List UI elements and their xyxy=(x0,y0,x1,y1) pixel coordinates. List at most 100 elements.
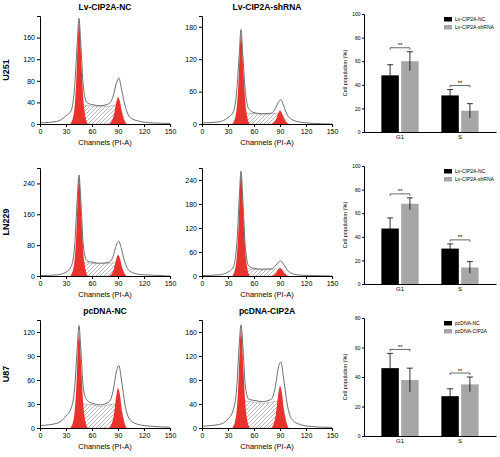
x-axis-title: Channels (PI-A) xyxy=(240,442,294,451)
tick-label: 40 xyxy=(355,82,361,88)
tick-mark xyxy=(37,38,40,39)
tick: 120 xyxy=(301,428,313,439)
axis-line xyxy=(37,17,41,125)
tick-mark xyxy=(362,61,364,62)
tick-label: 40 xyxy=(355,234,361,240)
tick: 30 xyxy=(27,401,40,408)
axis-line xyxy=(199,17,203,125)
significance-label: ** xyxy=(458,368,463,374)
plot-marks xyxy=(40,175,170,276)
x-axis: G1 S xyxy=(365,132,497,140)
tick-label: 60 xyxy=(251,128,259,135)
tick: 120 xyxy=(185,225,202,232)
error-bar xyxy=(447,389,453,404)
tick: 0 xyxy=(201,124,205,135)
tick: 30 xyxy=(63,124,71,135)
tick: G1 xyxy=(396,132,405,140)
tick: 90 xyxy=(277,428,285,439)
tick-label: 0 xyxy=(31,425,35,432)
x-axis-title: Channels (PI-A) xyxy=(78,442,132,451)
axis-line xyxy=(41,429,171,432)
tick-label: 150 xyxy=(327,280,339,287)
tick-label: 30 xyxy=(225,432,233,439)
tick-label: 120 xyxy=(139,128,151,135)
legend-swatch xyxy=(444,177,452,182)
tick-mark xyxy=(37,124,40,125)
tick: S xyxy=(458,132,462,140)
significance-label: ** xyxy=(458,80,463,86)
tick-mark xyxy=(118,124,119,127)
tick: 60 xyxy=(27,377,40,384)
tick-mark xyxy=(144,124,145,127)
x-axis: 0306090120150 xyxy=(201,276,339,287)
legend-label: Lv-CIP2A-shRNA xyxy=(455,24,495,30)
legend-entry: Lv-CIP2A-NC xyxy=(444,168,486,174)
tick-label: 60 xyxy=(355,210,361,216)
tick-mark xyxy=(362,237,364,238)
error-bar xyxy=(407,198,413,210)
tick-label: 60 xyxy=(89,432,97,439)
tick-mark xyxy=(306,276,307,279)
tick-mark xyxy=(254,124,255,127)
x-axis-title: Channels (PI-A) xyxy=(240,290,294,299)
tick-label: 60 xyxy=(189,249,197,256)
error-bar xyxy=(387,65,393,86)
tick-mark xyxy=(144,276,145,279)
tick-label: 0 xyxy=(31,273,35,280)
tick-mark xyxy=(37,332,40,333)
tick-mark xyxy=(199,276,202,277)
tick: 90 xyxy=(115,124,123,135)
tick: 150 xyxy=(327,428,339,439)
tick-label: 40 xyxy=(189,401,197,408)
tick: 0 xyxy=(201,428,205,439)
tick-mark xyxy=(66,124,67,127)
tick-label: 80 xyxy=(27,242,35,249)
tick: 60 xyxy=(355,345,364,351)
tick-mark xyxy=(199,332,202,333)
tick-mark xyxy=(66,276,67,279)
histogram-panel: 0306090120150060120180240Channels (PI-A) xyxy=(185,169,338,300)
tick: 100 xyxy=(352,163,364,169)
tick-label: 60 xyxy=(355,345,361,351)
tick-label: 120 xyxy=(139,280,151,287)
tick-label: 30 xyxy=(225,128,233,135)
tick-label: 90 xyxy=(115,280,123,287)
tick: 0 xyxy=(39,276,43,287)
legend: Lv-CIP2A-NCLv-CIP2A-shRNA xyxy=(444,168,495,182)
x-axis: G1S xyxy=(365,284,497,292)
tick-mark xyxy=(199,428,202,429)
plot-marks xyxy=(381,198,478,284)
tick-mark xyxy=(92,276,93,279)
peak-area xyxy=(232,329,249,428)
bar-panel: ****G1S020406080100Cell population (%)Lv… xyxy=(342,11,497,140)
tick: 30 xyxy=(63,428,71,439)
histogram-outline xyxy=(40,175,170,276)
plot-marks xyxy=(202,30,332,125)
axis-line xyxy=(41,125,171,128)
axis-line xyxy=(203,277,333,280)
error-bar xyxy=(467,262,473,274)
tick-mark xyxy=(362,284,364,285)
axis-line xyxy=(41,277,171,280)
tick: 40 xyxy=(189,401,202,408)
tick-mark xyxy=(362,348,364,349)
peak-area xyxy=(232,35,249,124)
bar xyxy=(461,384,478,436)
tick-label: 90 xyxy=(277,128,285,135)
legend-swatch xyxy=(444,321,452,326)
histogram-panel: Lv-CIP2A-shRNA0306090120150060120180Chan… xyxy=(185,2,338,147)
tick-mark xyxy=(92,428,93,431)
tick-mark xyxy=(199,356,202,357)
tick-label: 120 xyxy=(139,432,151,439)
tick-mark xyxy=(362,132,364,133)
tick-label: 30 xyxy=(225,280,233,287)
tick: 30 xyxy=(225,124,233,135)
tick-label: 60 xyxy=(251,280,259,287)
tick-label: 30 xyxy=(63,432,71,439)
tick: 90 xyxy=(115,428,123,439)
tick: 120 xyxy=(139,428,151,439)
tick: 60 xyxy=(89,124,97,135)
tick: 120 xyxy=(139,276,151,287)
tick-label: 60 xyxy=(89,128,97,135)
histogram-outline xyxy=(202,325,332,428)
